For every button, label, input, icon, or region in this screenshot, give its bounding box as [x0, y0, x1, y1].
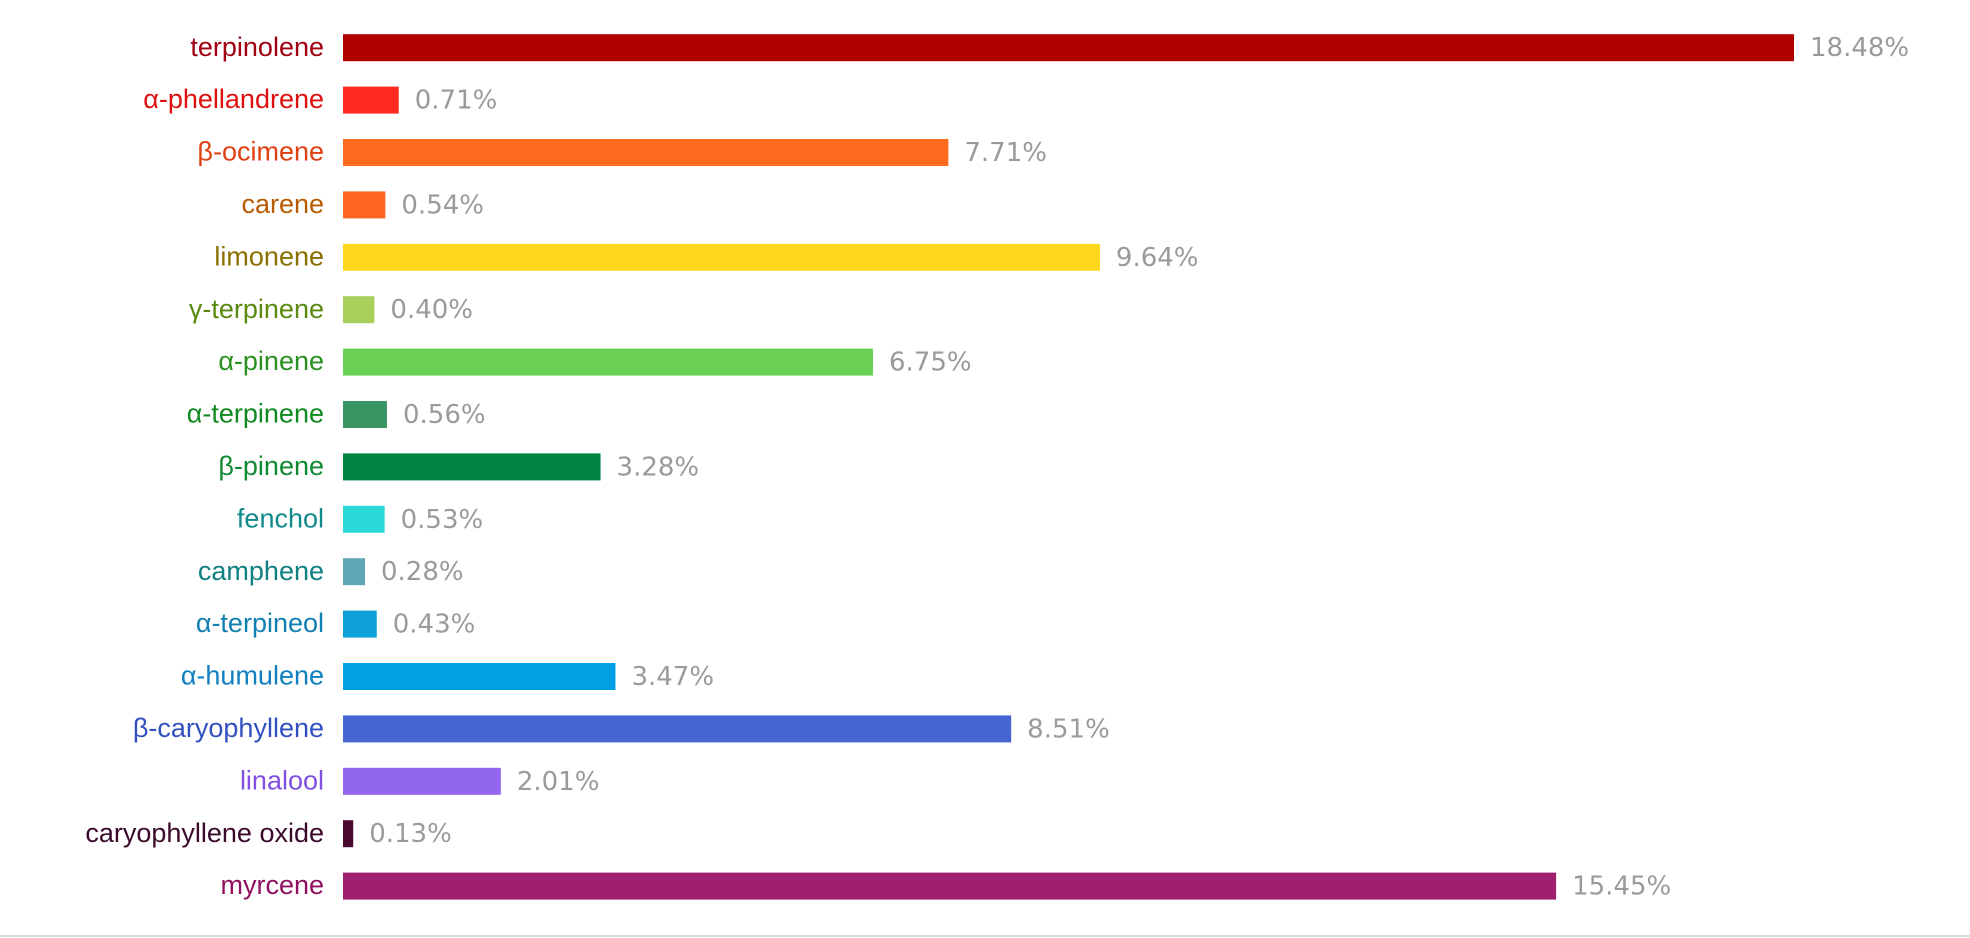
category-label: fenchol [237, 503, 324, 533]
value-label: 0.43% [393, 610, 476, 640]
value-label: 0.40% [390, 295, 473, 325]
value-label: 0.28% [381, 557, 464, 587]
category-label: α-phellandrene [143, 84, 324, 114]
bar [343, 505, 385, 533]
category-label: myrcene [220, 870, 324, 900]
bar [343, 872, 1557, 900]
category-label: β-pinene [218, 451, 324, 481]
category-label: linalool [240, 765, 324, 795]
bar [343, 34, 1794, 62]
category-label: limonene [214, 241, 324, 271]
bar [343, 191, 386, 219]
bar [343, 663, 616, 690]
bar [343, 401, 387, 428]
category-label: α-pinene [218, 346, 324, 376]
value-label: 0.71% [415, 86, 498, 116]
bar [343, 767, 501, 795]
bar [343, 715, 1012, 743]
category-label: β-caryophyllene [133, 713, 324, 743]
value-label: 6.75% [889, 348, 972, 378]
category-label: γ-terpinene [189, 294, 324, 324]
bar [343, 348, 873, 376]
category-label: camphene [198, 556, 324, 586]
value-label: 3.47% [631, 662, 714, 692]
value-label: 8.51% [1027, 714, 1110, 744]
category-label: β-ocimene [197, 137, 324, 167]
category-label: α-terpinene [187, 399, 324, 429]
value-label: 7.71% [964, 138, 1047, 168]
bar [343, 610, 377, 638]
value-label: 15.45% [1572, 872, 1671, 902]
value-label: 0.54% [401, 190, 484, 220]
value-label: 0.56% [403, 400, 486, 430]
value-label: 3.28% [617, 452, 700, 482]
bar [343, 558, 365, 586]
bar [343, 86, 399, 114]
bar [343, 243, 1100, 271]
value-label: 0.13% [369, 819, 452, 849]
category-label: caryophyllene oxide [85, 818, 324, 848]
value-label: 0.53% [401, 505, 484, 535]
bar [343, 820, 354, 848]
bar [343, 139, 949, 166]
value-label: 2.01% [517, 767, 600, 797]
value-label: 9.64% [1116, 243, 1199, 273]
category-label: carene [241, 189, 324, 219]
category-label: α-terpineol [196, 608, 324, 638]
bar [343, 453, 601, 481]
category-label: terpinolene [190, 32, 324, 62]
value-label: 18.48% [1810, 33, 1909, 63]
category-label: α-humulene [181, 661, 324, 691]
bar [343, 296, 375, 324]
